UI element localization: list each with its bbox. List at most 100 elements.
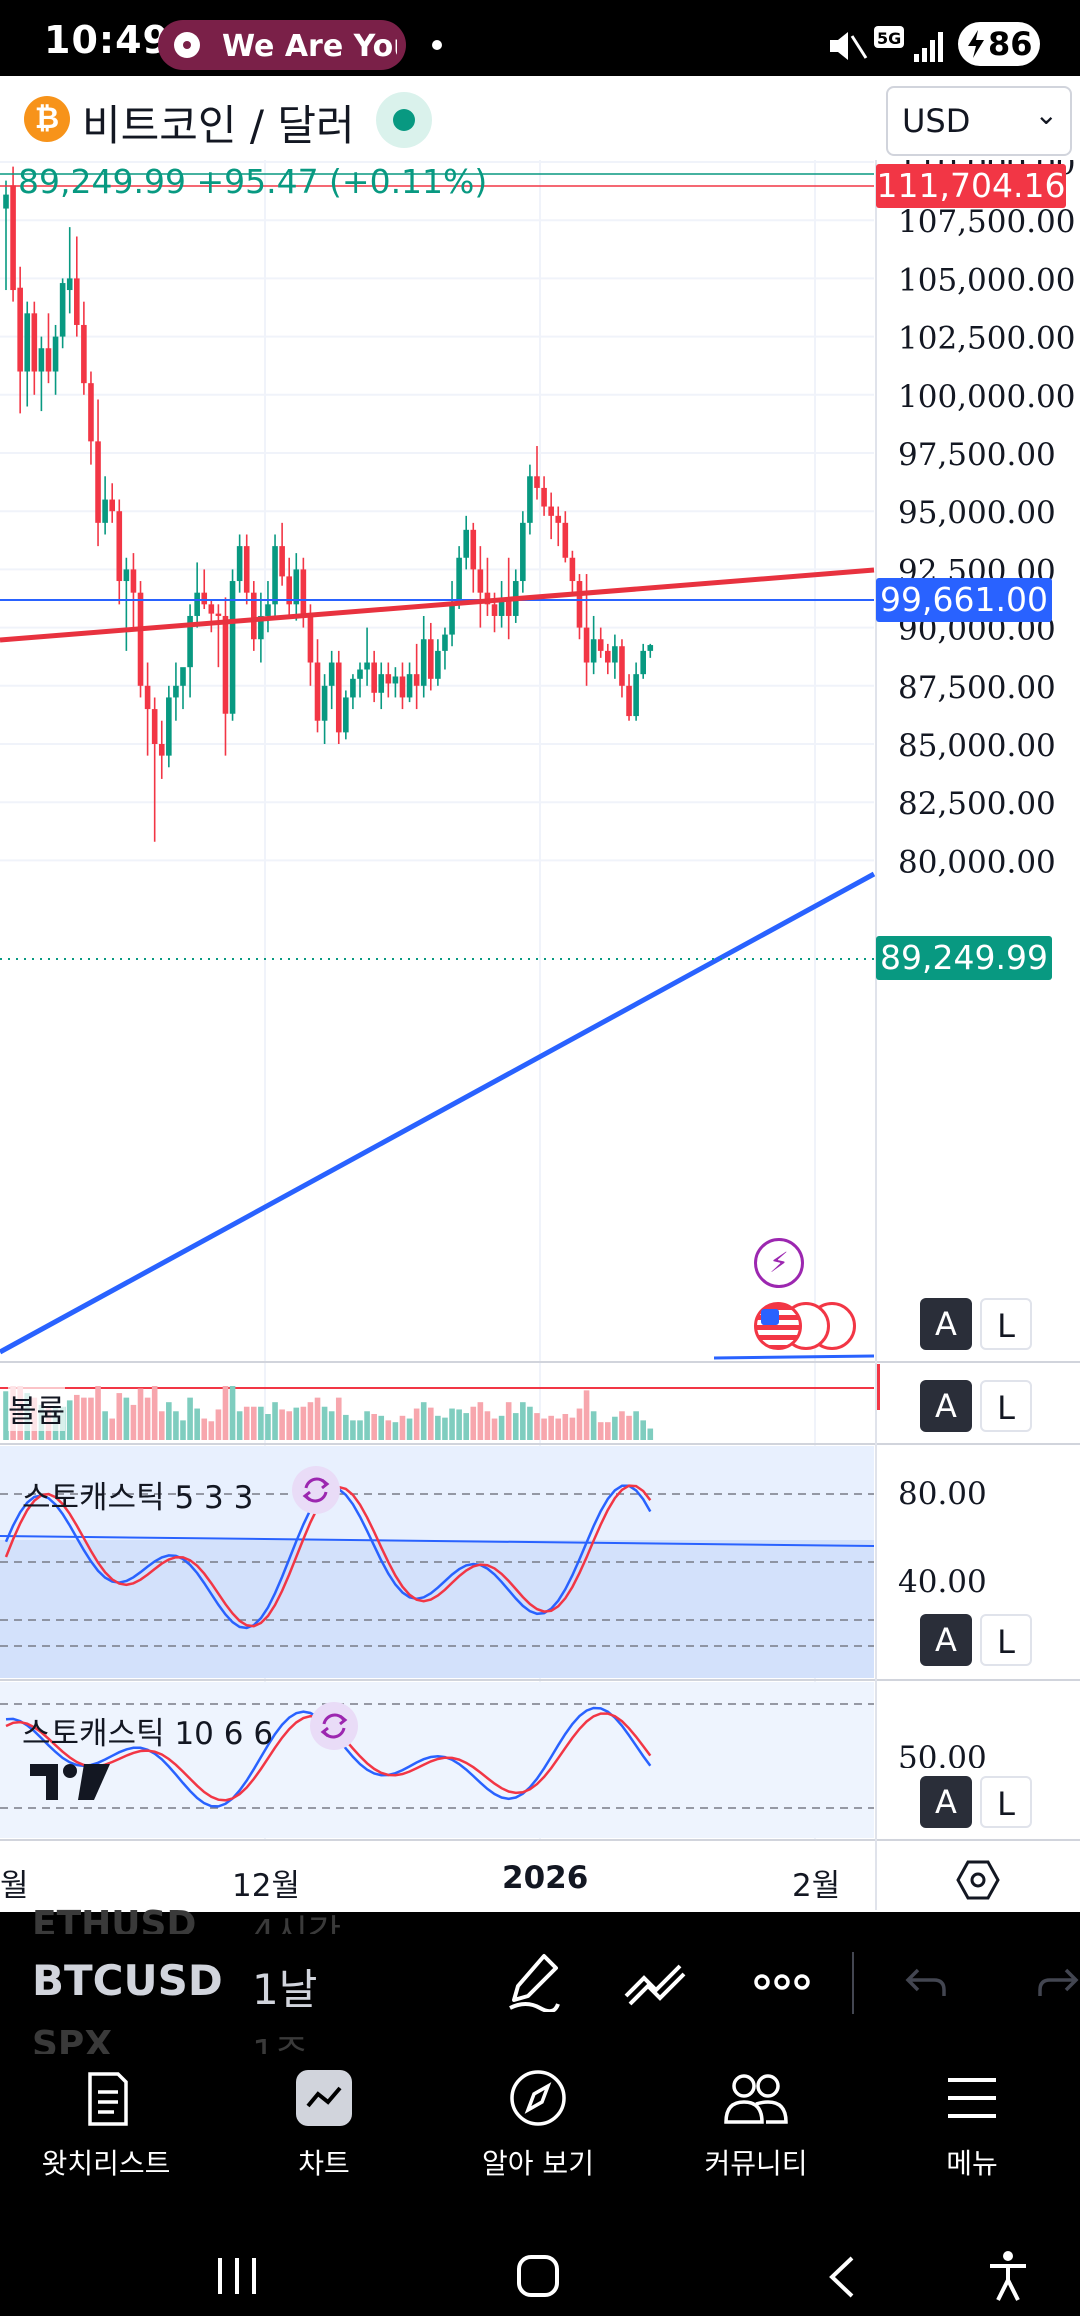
price-axis: 110,000.00107,500.00105,000.00102,500.00… bbox=[875, 160, 1076, 1910]
nav-watchlist[interactable]: 왓치리스트 bbox=[6, 2054, 206, 2200]
settings-hexagon-icon[interactable] bbox=[954, 1858, 1002, 1902]
candle-body bbox=[251, 592, 257, 640]
horizontal-level-tag[interactable]: 99,661.00 bbox=[876, 578, 1052, 622]
candle-body bbox=[279, 546, 285, 577]
volume-bar bbox=[66, 1400, 73, 1440]
candle-body bbox=[541, 487, 547, 507]
candle-body bbox=[647, 645, 654, 651]
accessibility-icon[interactable] bbox=[986, 2250, 1030, 2302]
watch-symbol-prev[interactable]: ETHUSD bbox=[32, 1904, 197, 1934]
candle-body bbox=[109, 499, 115, 512]
redo-icon[interactable] bbox=[1036, 1964, 1080, 2000]
market-open-icon bbox=[376, 92, 432, 148]
y-tick-label: 97,500.00 bbox=[898, 437, 1056, 473]
candle-body bbox=[158, 744, 165, 756]
watch-interval-current[interactable]: 1날 bbox=[252, 1965, 318, 2014]
music-note-icon bbox=[174, 32, 200, 58]
refresh-icon[interactable] bbox=[292, 1466, 340, 1514]
candle-body bbox=[229, 581, 236, 714]
volume-bar bbox=[392, 1422, 399, 1440]
log-scale-button[interactable]: L bbox=[980, 1614, 1032, 1666]
nav-menu[interactable]: 메뉴 bbox=[872, 2054, 1072, 2200]
log-scale-button[interactable]: L bbox=[980, 1380, 1032, 1432]
candle-body bbox=[583, 627, 590, 663]
candle-body bbox=[88, 383, 94, 442]
volume-bar bbox=[81, 1397, 87, 1440]
volume-bar bbox=[300, 1406, 307, 1440]
trend-tools-icon[interactable] bbox=[622, 1958, 688, 2008]
candle-body bbox=[130, 569, 137, 593]
volume-bar bbox=[229, 1386, 236, 1440]
volume-bar bbox=[477, 1402, 484, 1440]
volume-pane-label[interactable]: 볼륨 bbox=[8, 1386, 66, 1431]
volume-bar bbox=[590, 1411, 597, 1440]
candle-body bbox=[328, 662, 335, 686]
refresh-icon[interactable] bbox=[310, 1702, 358, 1750]
candle-body bbox=[371, 662, 377, 693]
auto-scale-button[interactable]: A bbox=[920, 1298, 972, 1350]
us-flag-event-icon[interactable] bbox=[754, 1302, 802, 1350]
candle-body bbox=[74, 278, 80, 325]
charging-icon bbox=[968, 30, 984, 58]
menu-icon bbox=[948, 2078, 996, 2118]
candle-body bbox=[357, 669, 363, 679]
candle-body bbox=[555, 515, 562, 523]
symbol-title[interactable]: 비트코인 / 달러 bbox=[82, 101, 355, 150]
candle-body bbox=[343, 697, 349, 733]
volume-bar bbox=[123, 1397, 130, 1440]
volume-bar bbox=[279, 1409, 285, 1440]
back-icon[interactable] bbox=[826, 2256, 856, 2298]
auto-scale-button[interactable]: A bbox=[920, 1380, 972, 1432]
candle-body bbox=[378, 674, 385, 693]
watch-symbol-next[interactable]: SPX bbox=[32, 2024, 113, 2054]
stochastic-1-label[interactable]: 스토캐스틱 5 3 3 bbox=[22, 1480, 254, 1516]
candle-body bbox=[173, 685, 179, 698]
candle-body bbox=[24, 313, 31, 372]
nav-community[interactable]: 커뮤니티 bbox=[656, 2054, 856, 2200]
candle-body bbox=[590, 639, 597, 663]
notification-pill[interactable]: We Are You bbox=[158, 20, 406, 70]
candle-body bbox=[562, 522, 569, 558]
watch-interval-prev[interactable]: 4시간 bbox=[252, 1913, 342, 1934]
more-icon[interactable] bbox=[752, 1970, 812, 1994]
log-scale-button[interactable]: L bbox=[980, 1776, 1032, 1828]
candle-body bbox=[619, 646, 625, 686]
candle-body bbox=[420, 639, 427, 686]
stochastic-2-label[interactable]: 스토캐스틱 10 6 6 bbox=[22, 1716, 274, 1752]
watchlist-icon bbox=[88, 2072, 128, 2126]
auto-scale-button[interactable]: A bbox=[920, 1776, 972, 1828]
volume-bar bbox=[286, 1411, 292, 1440]
notification-dot-icon bbox=[432, 40, 442, 50]
volume-bar bbox=[527, 1406, 533, 1440]
candle-body bbox=[243, 546, 250, 593]
volume-bar bbox=[371, 1414, 377, 1440]
chart-area[interactable]: 110,000.00107,500.00105,000.00102,500.00… bbox=[0, 160, 1080, 1910]
y-tick-label: 87,500.00 bbox=[898, 670, 1056, 706]
recent-apps-icon[interactable] bbox=[214, 2256, 260, 2296]
candle-body bbox=[3, 194, 9, 209]
candle-body bbox=[640, 650, 646, 675]
nav-chart[interactable]: 차트 bbox=[224, 2054, 424, 2200]
watch-symbol-current[interactable]: BTCUSD bbox=[32, 1956, 223, 2005]
lightning-event-icon[interactable]: ⚡ bbox=[754, 1238, 804, 1288]
watch-interval-next[interactable]: 1주 bbox=[252, 2033, 309, 2054]
volume-bar bbox=[498, 1415, 505, 1440]
currency-select[interactable]: USD ⌄ bbox=[886, 86, 1072, 156]
volume-bar bbox=[265, 1414, 271, 1440]
home-icon[interactable] bbox=[516, 2254, 560, 2298]
candle-body bbox=[406, 674, 413, 698]
candle-body bbox=[385, 674, 392, 684]
candle-body bbox=[435, 650, 441, 679]
auto-scale-button[interactable]: A bbox=[920, 1614, 972, 1666]
stoch1-band bbox=[0, 1540, 874, 1678]
volume-bar bbox=[364, 1411, 370, 1440]
volume-bar bbox=[583, 1390, 590, 1440]
volume-bar bbox=[74, 1394, 80, 1440]
nav-explore[interactable]: 알아 보기 bbox=[438, 2054, 638, 2200]
undo-icon[interactable] bbox=[904, 1964, 948, 2000]
log-scale-button[interactable]: L bbox=[980, 1298, 1032, 1350]
draw-pen-icon[interactable] bbox=[506, 1952, 562, 2012]
candle-body bbox=[364, 662, 370, 670]
volume-bar bbox=[144, 1397, 151, 1440]
high-price-tag: 111,704.16 bbox=[876, 164, 1066, 208]
